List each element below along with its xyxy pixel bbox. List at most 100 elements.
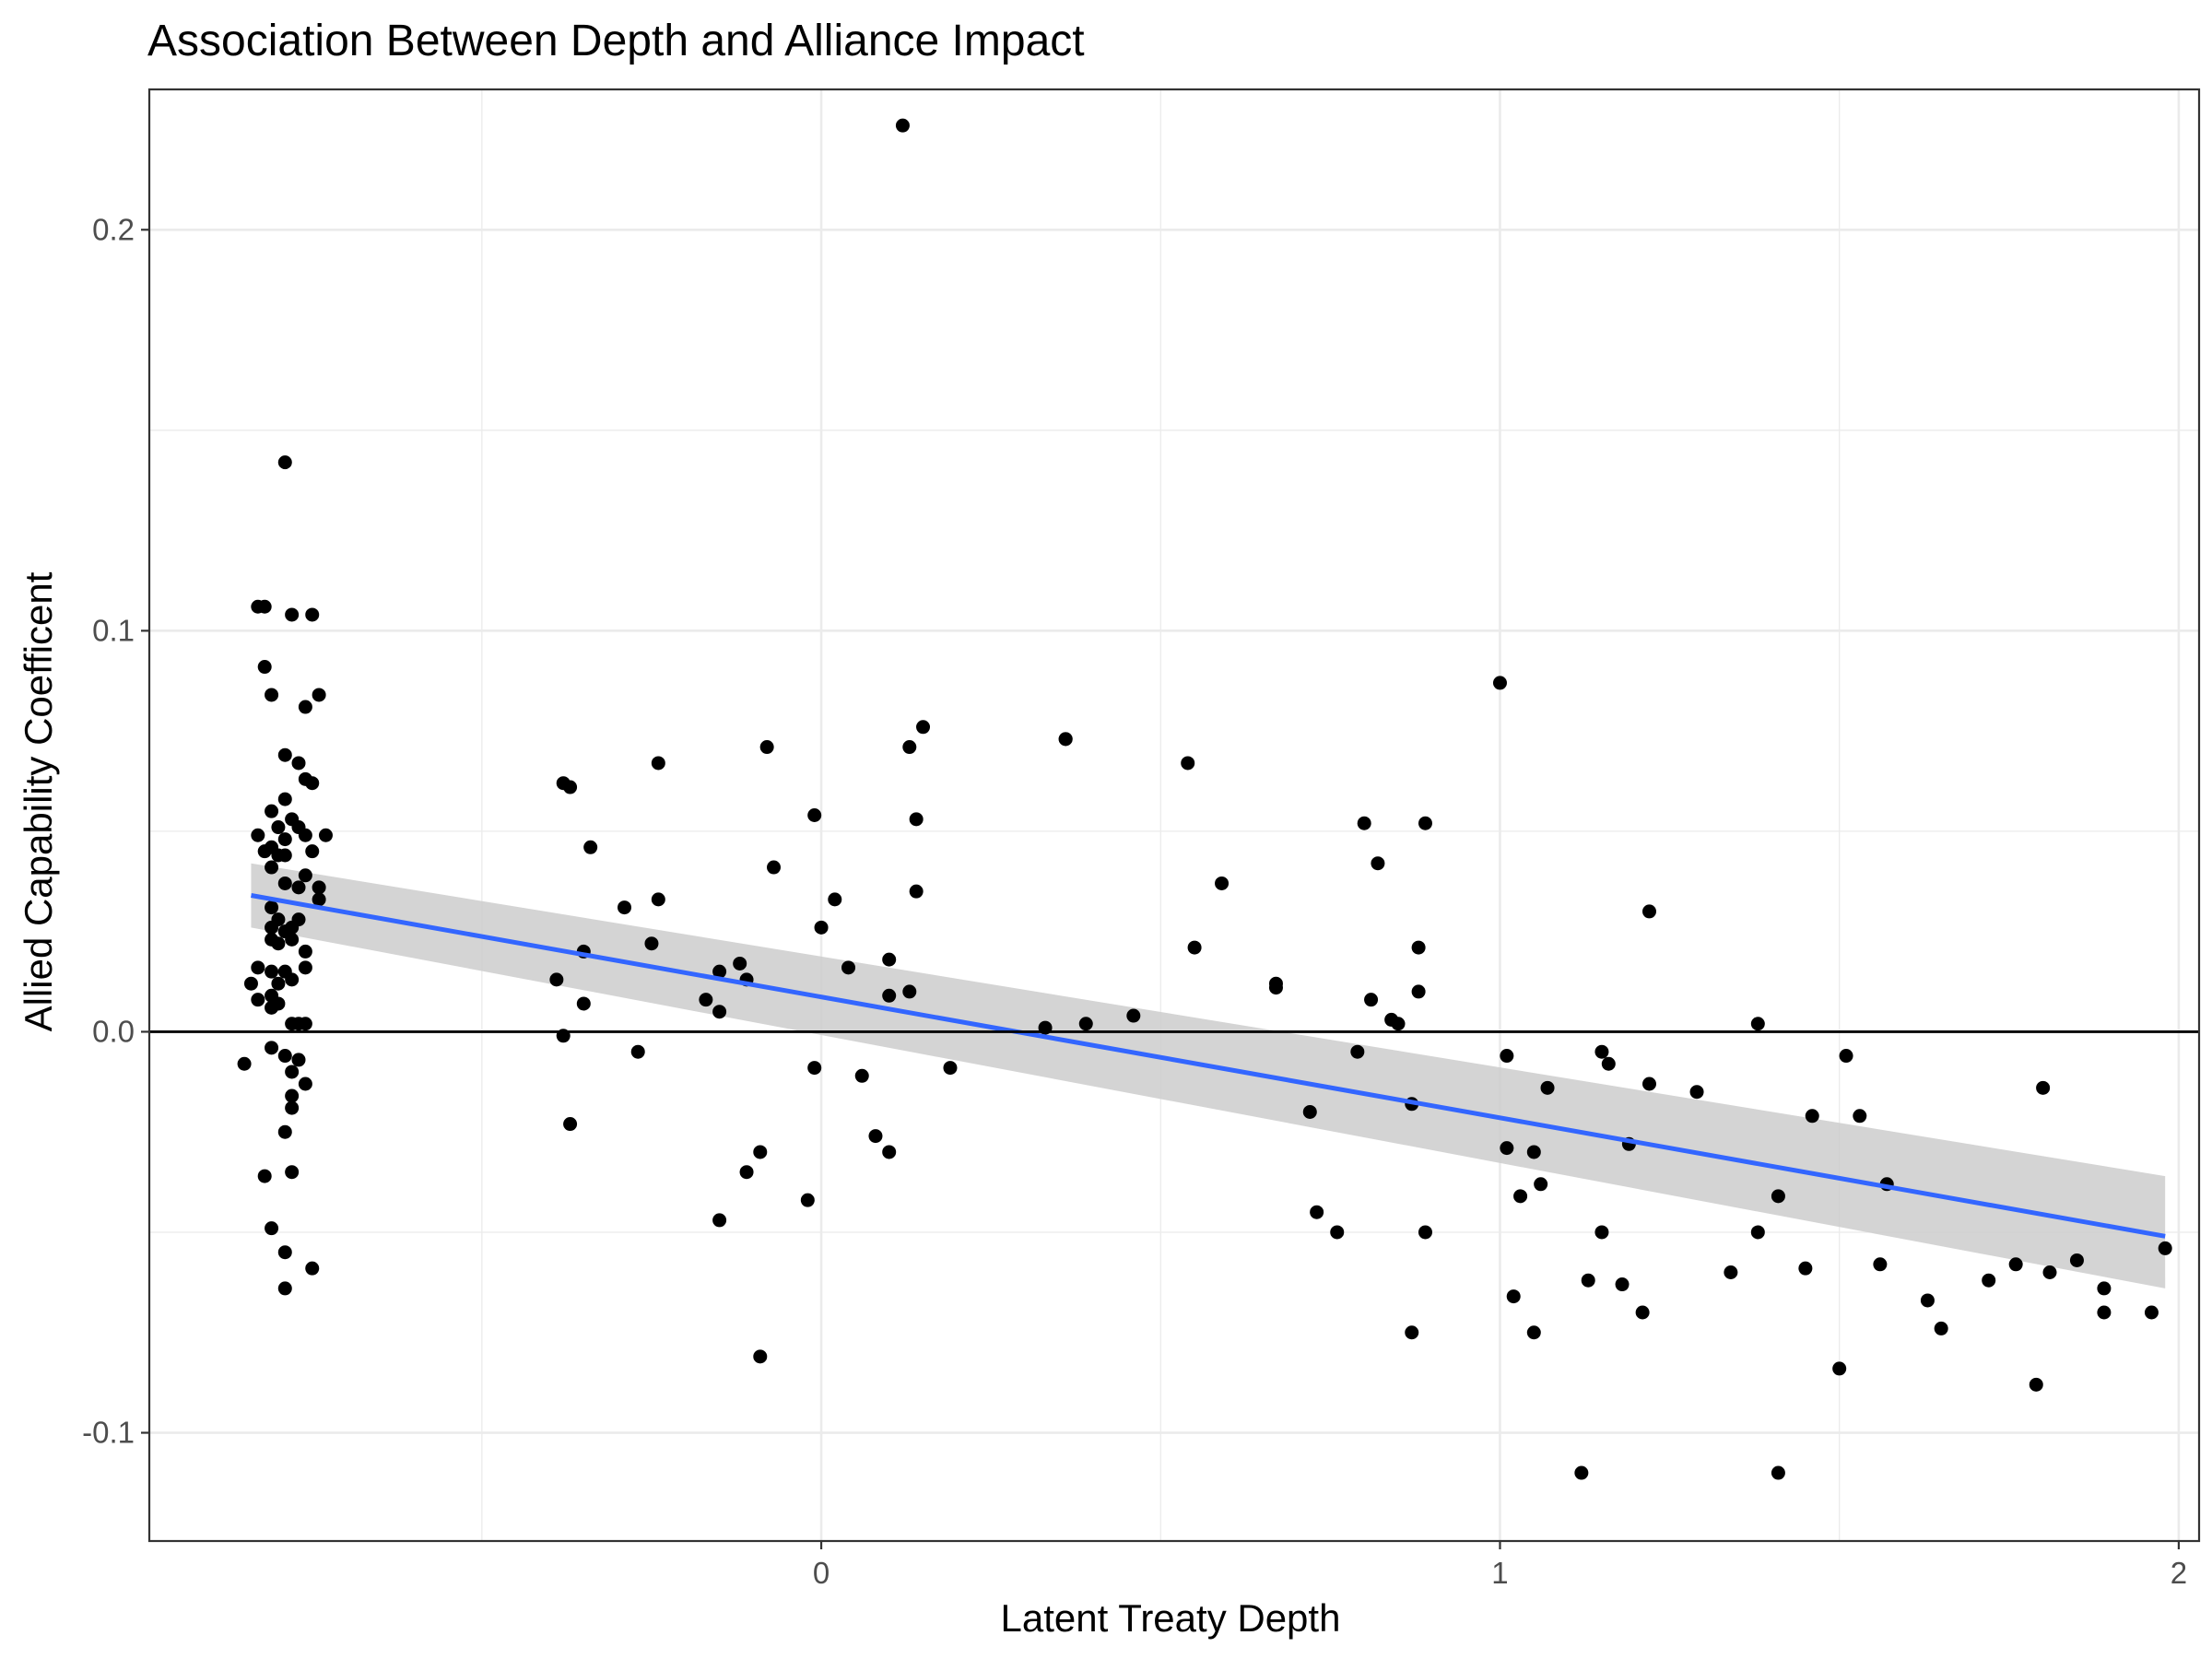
- data-point: [1526, 1145, 1541, 1159]
- data-point: [1771, 1465, 1785, 1480]
- data-point: [739, 1165, 754, 1180]
- data-point: [1391, 1017, 1406, 1031]
- data-point: [807, 1061, 822, 1076]
- data-point: [1500, 1049, 1514, 1064]
- data-point: [882, 988, 897, 1003]
- data-point: [298, 1017, 312, 1031]
- data-point: [1350, 1044, 1365, 1059]
- data-point: [251, 960, 265, 975]
- data-point: [733, 956, 747, 971]
- data-point: [1724, 1265, 1738, 1279]
- data-point: [277, 1049, 292, 1064]
- data-point: [2144, 1305, 2159, 1320]
- grid-lines: [149, 89, 2199, 1541]
- data-point: [1492, 676, 1507, 690]
- data-point: [291, 756, 306, 771]
- data-point: [644, 936, 659, 951]
- data-point: [1357, 816, 1371, 830]
- data-point: [563, 1117, 578, 1132]
- data-point: [251, 993, 265, 1007]
- data-point: [285, 1088, 300, 1103]
- axis-ticks: 0 1 2 -0.1 0.0 0.1 0.2: [82, 212, 2187, 1590]
- data-point: [1805, 1109, 1819, 1124]
- data-point: [277, 876, 292, 890]
- plot-panel-border: [147, 88, 2201, 1543]
- data-point: [1581, 1273, 1595, 1288]
- data-point: [902, 984, 917, 999]
- data-point: [854, 1068, 869, 1083]
- data-point: [312, 688, 326, 702]
- data-point: [1405, 1325, 1419, 1340]
- data-point: [1635, 1305, 1650, 1320]
- data-point: [1594, 1044, 1609, 1059]
- data-point: [1641, 1077, 1656, 1091]
- data-point: [814, 920, 829, 935]
- data-point: [285, 607, 300, 622]
- data-point: [265, 1041, 279, 1055]
- data-point: [1534, 1177, 1548, 1192]
- data-point: [800, 1193, 815, 1207]
- data-point: [916, 720, 931, 735]
- data-point: [285, 920, 300, 935]
- data-point: [257, 599, 272, 614]
- data-point: [1839, 1049, 1853, 1064]
- data-point: [257, 1169, 272, 1183]
- data-point: [1798, 1261, 1813, 1276]
- data-point: [651, 756, 665, 771]
- data-point: [2029, 1377, 2043, 1392]
- data-point: [1058, 732, 1073, 747]
- data-point: [265, 900, 279, 915]
- data-point: [265, 860, 279, 875]
- data-point: [257, 844, 272, 859]
- data-point: [699, 993, 713, 1007]
- data-point: [1500, 1141, 1514, 1156]
- y-tick-label: 0.2: [92, 212, 135, 246]
- x-tick-label: 2: [2171, 1556, 2187, 1590]
- data-point: [305, 1261, 320, 1276]
- data-point: [1873, 1257, 1888, 1272]
- data-point: [285, 972, 300, 987]
- x-tick-label: 1: [1491, 1556, 1508, 1590]
- data-point: [549, 972, 564, 987]
- data-point: [277, 832, 292, 847]
- data-point: [298, 1077, 312, 1091]
- data-point: [2097, 1305, 2112, 1320]
- data-point: [318, 828, 333, 842]
- data-point: [1506, 1289, 1521, 1304]
- data-point: [563, 780, 578, 794]
- data-point: [1364, 993, 1379, 1007]
- data-point: [1126, 1008, 1141, 1023]
- data-point: [271, 820, 286, 835]
- data-point: [265, 1000, 279, 1015]
- data-point: [298, 868, 312, 883]
- data-point: [1689, 1085, 1704, 1100]
- data-point: [1418, 816, 1432, 830]
- data-point: [1330, 1225, 1345, 1240]
- data-point: [1371, 856, 1385, 871]
- data-point: [2158, 1241, 2172, 1255]
- data-point: [2036, 1080, 2051, 1095]
- data-point: [1411, 984, 1426, 999]
- confidence-ribbon: [251, 863, 2166, 1288]
- data-point: [277, 1245, 292, 1260]
- data-point: [712, 1213, 727, 1228]
- data-point: [1268, 981, 1283, 995]
- data-point: [277, 848, 292, 863]
- data-point: [265, 964, 279, 979]
- data-point: [277, 747, 292, 762]
- data-point: [753, 1349, 768, 1364]
- data-point: [1920, 1293, 1935, 1308]
- data-point: [1215, 876, 1230, 890]
- data-point: [298, 828, 312, 842]
- data-point: [257, 660, 272, 675]
- data-point: [298, 700, 312, 714]
- data-point: [1750, 1017, 1765, 1031]
- data-point: [1418, 1225, 1432, 1240]
- data-point: [285, 1065, 300, 1079]
- data-point: [285, 932, 300, 947]
- data-point: [1574, 1465, 1589, 1480]
- data-point: [909, 884, 924, 899]
- data-point: [305, 776, 320, 791]
- data-point: [1594, 1225, 1609, 1240]
- data-point: [1601, 1056, 1616, 1071]
